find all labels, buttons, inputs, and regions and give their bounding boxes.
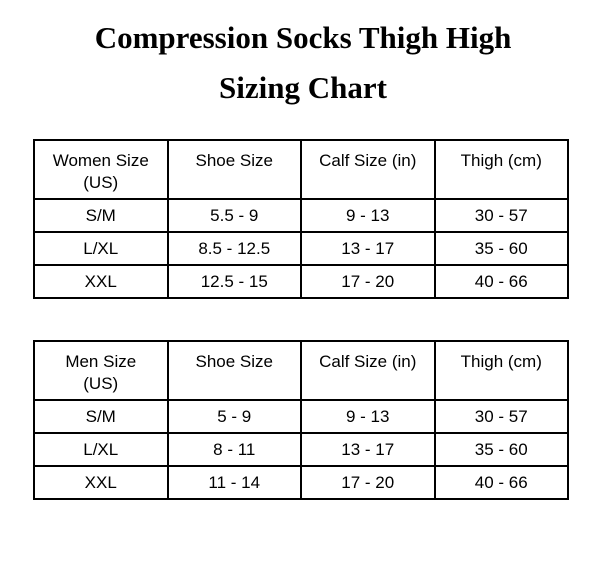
table-row: S/M 5.5 - 9 9 - 13 30 - 57	[33, 198, 569, 233]
calf-size-cell: 17 - 20	[300, 465, 436, 500]
size-cell: L/XL	[33, 432, 169, 467]
thigh-cell: 35 - 60	[433, 231, 569, 266]
page-title: Compression Socks Thigh High Sizing Char…	[94, 20, 512, 105]
column-header-men-size: Men Size (US)	[33, 340, 169, 401]
thigh-cell: 30 - 57	[433, 399, 569, 434]
thigh-cell: 40 - 66	[433, 465, 569, 500]
thigh-cell: 40 - 66	[433, 264, 569, 299]
table-row: L/XL 8.5 - 12.5 13 - 17 35 - 60	[33, 231, 569, 266]
table-row: L/XL 8 - 11 13 - 17 35 - 60	[33, 432, 569, 467]
women-sizing-table: Women Size (US) Shoe Size Calf Size (in)…	[33, 139, 569, 299]
size-cell: L/XL	[33, 231, 169, 266]
table-row: S/M 5 - 9 9 - 13 30 - 57	[33, 399, 569, 434]
thigh-cell: 35 - 60	[433, 432, 569, 467]
column-header-calf-size: Calf Size (in)	[300, 340, 436, 401]
column-header-calf-size: Calf Size (in)	[300, 139, 436, 200]
shoe-size-cell: 8 - 11	[166, 432, 302, 467]
size-cell: S/M	[33, 198, 169, 233]
shoe-size-cell: 8.5 - 12.5	[166, 231, 302, 266]
calf-size-cell: 13 - 17	[300, 231, 436, 266]
thigh-cell: 30 - 57	[433, 198, 569, 233]
shoe-size-cell: 5 - 9	[166, 399, 302, 434]
column-header-women-size: Women Size (US)	[33, 139, 169, 200]
women-table-body: S/M 5.5 - 9 9 - 13 30 - 57 L/XL 8.5 - 12…	[33, 198, 569, 299]
shoe-size-cell: 12.5 - 15	[166, 264, 302, 299]
table-row: XXL 11 - 14 17 - 20 40 - 66	[33, 465, 569, 500]
calf-size-cell: 9 - 13	[300, 198, 436, 233]
size-cell: XXL	[33, 465, 169, 500]
men-sizing-table: Men Size (US) Shoe Size Calf Size (in) T…	[33, 340, 569, 500]
men-table-head: Men Size (US) Shoe Size Calf Size (in) T…	[33, 340, 569, 401]
size-cell: XXL	[33, 264, 169, 299]
calf-size-cell: 9 - 13	[300, 399, 436, 434]
table-row: XXL 12.5 - 15 17 - 20 40 - 66	[33, 264, 569, 299]
sizing-chart-document: Compression Socks Thigh High Sizing Char…	[0, 13, 606, 500]
calf-size-cell: 13 - 17	[300, 432, 436, 467]
size-cell: S/M	[33, 399, 169, 434]
shoe-size-cell: 11 - 14	[166, 465, 302, 500]
column-header-shoe-size: Shoe Size	[166, 139, 302, 200]
table-header-row: Women Size (US) Shoe Size Calf Size (in)…	[33, 139, 569, 200]
column-header-thigh: Thigh (cm)	[433, 139, 569, 200]
calf-size-cell: 17 - 20	[300, 264, 436, 299]
men-table-body: S/M 5 - 9 9 - 13 30 - 57 L/XL 8 - 11 13 …	[33, 399, 569, 500]
women-table-head: Women Size (US) Shoe Size Calf Size (in)…	[33, 139, 569, 200]
column-header-shoe-size: Shoe Size	[166, 340, 302, 401]
table-header-row: Men Size (US) Shoe Size Calf Size (in) T…	[33, 340, 569, 401]
column-header-thigh: Thigh (cm)	[433, 340, 569, 401]
shoe-size-cell: 5.5 - 9	[166, 198, 302, 233]
